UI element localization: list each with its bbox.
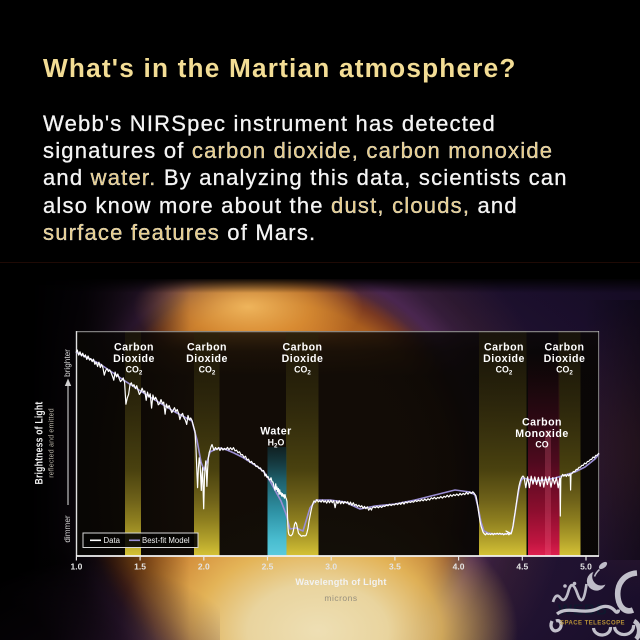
svg-text:reflected and emitted: reflected and emitted	[49, 408, 56, 478]
svg-text:Dioxide: Dioxide	[544, 353, 586, 365]
svg-text:CO: CO	[535, 440, 548, 450]
svg-text:Dioxide: Dioxide	[113, 353, 155, 365]
svg-text:CO2: CO2	[556, 365, 573, 377]
svg-text:SPACE TELESCOPE: SPACE TELESCOPE	[560, 621, 625, 627]
svg-text:2.0: 2.0	[198, 562, 210, 572]
svg-text:2.5: 2.5	[262, 562, 274, 572]
svg-text:Wavelength of Light: Wavelength of Light	[295, 577, 386, 587]
svg-text:Dioxide: Dioxide	[282, 353, 324, 365]
svg-text:5.0: 5.0	[580, 562, 592, 572]
svg-text:Carbon: Carbon	[114, 342, 154, 354]
svg-text:4.0: 4.0	[453, 562, 465, 572]
svg-text:CO2: CO2	[294, 365, 311, 377]
svg-text:Carbon: Carbon	[282, 342, 322, 354]
svg-text:Carbon: Carbon	[187, 342, 227, 354]
svg-text:1.5: 1.5	[134, 562, 146, 572]
svg-text:microns: microns	[324, 593, 357, 603]
svg-text:Best-fit Model: Best-fit Model	[142, 536, 190, 545]
svg-text:3.5: 3.5	[389, 562, 401, 572]
svg-text:4.5: 4.5	[516, 562, 528, 572]
svg-text:Dioxide: Dioxide	[186, 353, 228, 365]
svg-text:H2O: H2O	[268, 438, 285, 450]
svg-text:3.0: 3.0	[325, 562, 337, 572]
svg-text:Carbon: Carbon	[484, 342, 524, 354]
svg-text:CO2: CO2	[199, 365, 216, 377]
svg-text:CO2: CO2	[496, 365, 513, 377]
svg-text:Water: Water	[260, 426, 292, 438]
svg-text:Carbon: Carbon	[544, 342, 584, 354]
svg-text:CO2: CO2	[126, 365, 143, 377]
svg-text:dimmer: dimmer	[63, 515, 72, 543]
svg-text:1.0: 1.0	[70, 562, 82, 572]
svg-text:brighter: brighter	[63, 349, 72, 377]
svg-text:Data: Data	[104, 536, 121, 545]
svg-text:Monoxide: Monoxide	[515, 428, 568, 440]
svg-text:Brightness of Light: Brightness of Light	[33, 401, 45, 484]
svg-text:Dioxide: Dioxide	[483, 353, 525, 365]
svg-text:Carbon: Carbon	[522, 417, 562, 429]
